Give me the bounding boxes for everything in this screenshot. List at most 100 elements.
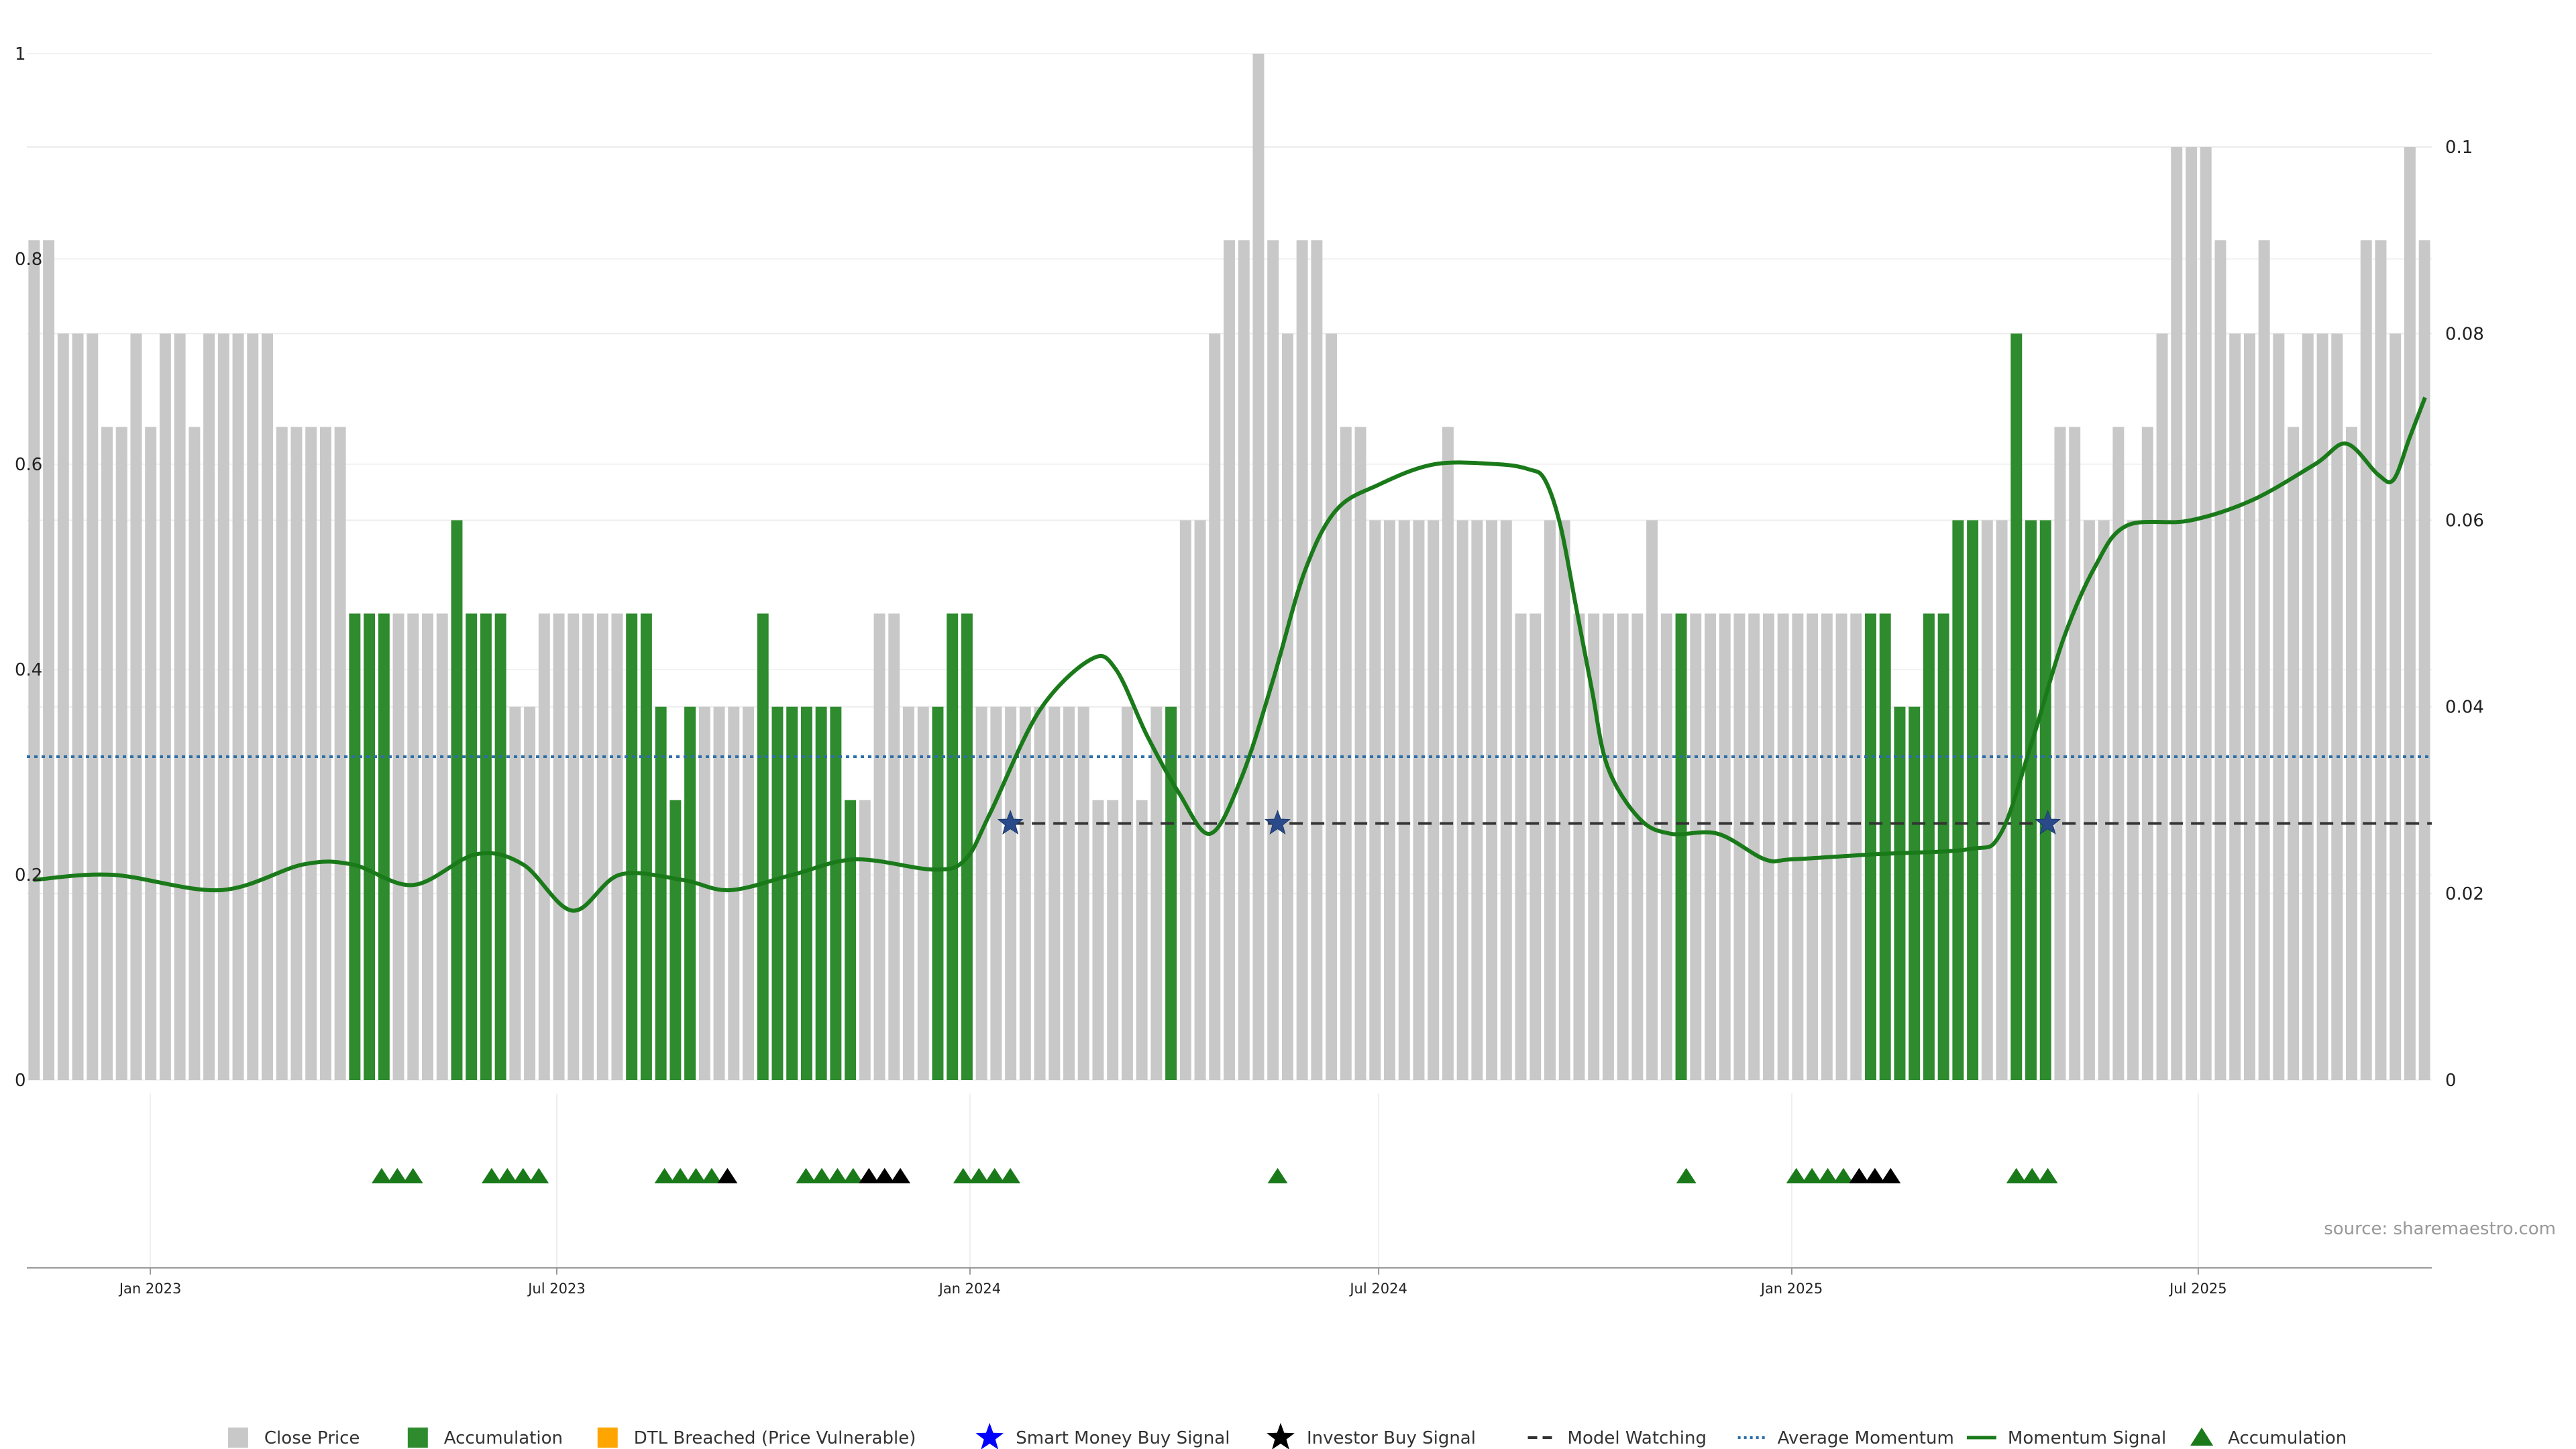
close-price-bar <box>276 427 288 1080</box>
close-price-bar <box>1224 240 1235 1080</box>
legend-label: Investor Buy Signal <box>1307 1428 1476 1448</box>
close-price-bar <box>2112 427 2125 1080</box>
close-price-bar <box>1442 427 1454 1080</box>
signal-lines <box>27 396 2432 913</box>
accumulation-marker <box>969 1168 989 1183</box>
close-price-bar <box>2098 520 2110 1080</box>
accumulation-bar <box>1923 613 1935 1080</box>
accumulation-bar <box>771 706 784 1080</box>
close-price-bar <box>232 333 244 1081</box>
legend-star <box>975 1423 1004 1449</box>
axes: 0 0.2 0.4 0.6 0.8 1 0 0.02 0.04 0.06 0.08 0.1 Jan 20… <box>15 44 2484 1297</box>
right-axis-tick-label: 0.06 <box>2445 511 2484 531</box>
source-label: source: sharemaestro.com <box>2324 1219 2556 1239</box>
close-price-bar <box>903 706 914 1080</box>
close-price-bar <box>582 613 594 1080</box>
accumulation-bar <box>480 613 492 1080</box>
close-price-bar <box>1296 240 1308 1080</box>
close-price-bar <box>422 613 433 1080</box>
close-price-bar <box>2302 333 2314 1081</box>
close-price-bar <box>189 427 201 1080</box>
close-price-bar <box>1529 613 1542 1080</box>
accumulation-marker <box>2037 1168 2058 1183</box>
close-price-bar <box>1660 613 1672 1080</box>
accumulation-bar <box>684 706 696 1080</box>
right-axis-tick-label: 0.08 <box>2445 324 2484 344</box>
x-axis-tick-label: Jan 2024 <box>938 1281 1002 1297</box>
close-price-bar <box>2243 333 2255 1081</box>
close-price-bar <box>1005 706 1017 1080</box>
close-price-bar <box>2273 333 2285 1081</box>
accumulation-bar <box>1865 613 1876 1080</box>
right-axis-tick-label: 0.1 <box>2445 138 2473 158</box>
close-price-bar <box>1150 706 1163 1080</box>
close-price-bar <box>1136 800 1148 1080</box>
accumulation-bar <box>626 613 638 1080</box>
close-price-bar <box>1252 54 1265 1080</box>
legend-swatch <box>597 1428 618 1448</box>
close-price-bar <box>538 613 550 1080</box>
close-price-bar <box>728 706 740 1080</box>
close-price-bar <box>2214 240 2226 1080</box>
accumulation-marker <box>1000 1168 1021 1183</box>
close-price-bar <box>1413 520 1425 1080</box>
close-price-bar <box>524 706 536 1080</box>
close-price-bar <box>1835 613 1847 1080</box>
signal-marker <box>890 1168 911 1183</box>
close-price-bar <box>1500 520 1512 1080</box>
close-price-bar <box>1369 520 1381 1080</box>
close-price-bar <box>159 333 171 1081</box>
accumulation-marker <box>1817 1168 1838 1183</box>
close-price-bar <box>2083 520 2095 1080</box>
close-price-bar <box>72 333 84 1081</box>
accumulation-marker <box>1267 1168 1288 1183</box>
close-price-bar <box>319 427 331 1080</box>
close-price-bar <box>407 613 419 1080</box>
close-price-bar <box>2390 333 2402 1081</box>
close-price-bar <box>509 706 521 1080</box>
close-price-bar <box>2258 240 2270 1080</box>
close-price-bar <box>2054 427 2066 1080</box>
right-axis-tick-label: 0.04 <box>2445 698 2484 718</box>
close-price-bar <box>917 706 929 1080</box>
close-price-bar <box>1807 613 1819 1080</box>
accumulation-bar <box>786 706 798 1080</box>
accumulation-marker <box>402 1168 423 1183</box>
close-price-bar <box>57 333 69 1081</box>
close-price-bar <box>1850 613 1862 1080</box>
close-price-bar <box>2360 240 2372 1080</box>
close-price-bar <box>217 333 229 1081</box>
close-price-bar <box>1544 520 1556 1080</box>
accumulation-marker <box>1833 1168 1854 1183</box>
legend-label: Accumulation <box>444 1428 563 1448</box>
close-price-bar <box>888 613 900 1080</box>
close-price-bar <box>2127 520 2139 1080</box>
close-price-bar <box>1063 706 1075 1080</box>
close-price-bar <box>2346 427 2357 1080</box>
close-price-bar <box>2141 427 2153 1080</box>
close-price-bar <box>1121 706 1133 1080</box>
close-price-bar <box>392 613 405 1080</box>
close-price-bar <box>1996 520 2008 1080</box>
accumulation-marker <box>1676 1168 1697 1183</box>
signal-marker <box>1864 1168 1885 1183</box>
left-axis-tick-label: 0.8 <box>15 250 42 270</box>
accumulation-bar <box>757 613 769 1080</box>
x-axis-tick-label: Jul 2025 <box>2168 1281 2226 1297</box>
close-price-bar <box>611 613 623 1080</box>
accumulation-marker <box>686 1168 706 1183</box>
close-price-bar <box>1092 800 1104 1080</box>
x-axis-tick-label: Jan 2023 <box>118 1281 182 1297</box>
close-price-bar <box>305 427 317 1080</box>
accumulation-marker <box>2022 1168 2043 1183</box>
accumulation-bar <box>2025 520 2037 1080</box>
accumulation-bar <box>451 520 463 1080</box>
close-price-bar <box>28 240 40 1080</box>
left-axis-tick-label: 0.4 <box>15 660 42 680</box>
close-price-bar <box>1690 613 1702 1080</box>
buy-signal-stars <box>997 810 2061 835</box>
legend: Close Price Accumulation DTL Breached (Pri… <box>227 1423 2347 1449</box>
accumulation-marker <box>1802 1168 1823 1183</box>
accumulation-bar <box>669 800 682 1080</box>
